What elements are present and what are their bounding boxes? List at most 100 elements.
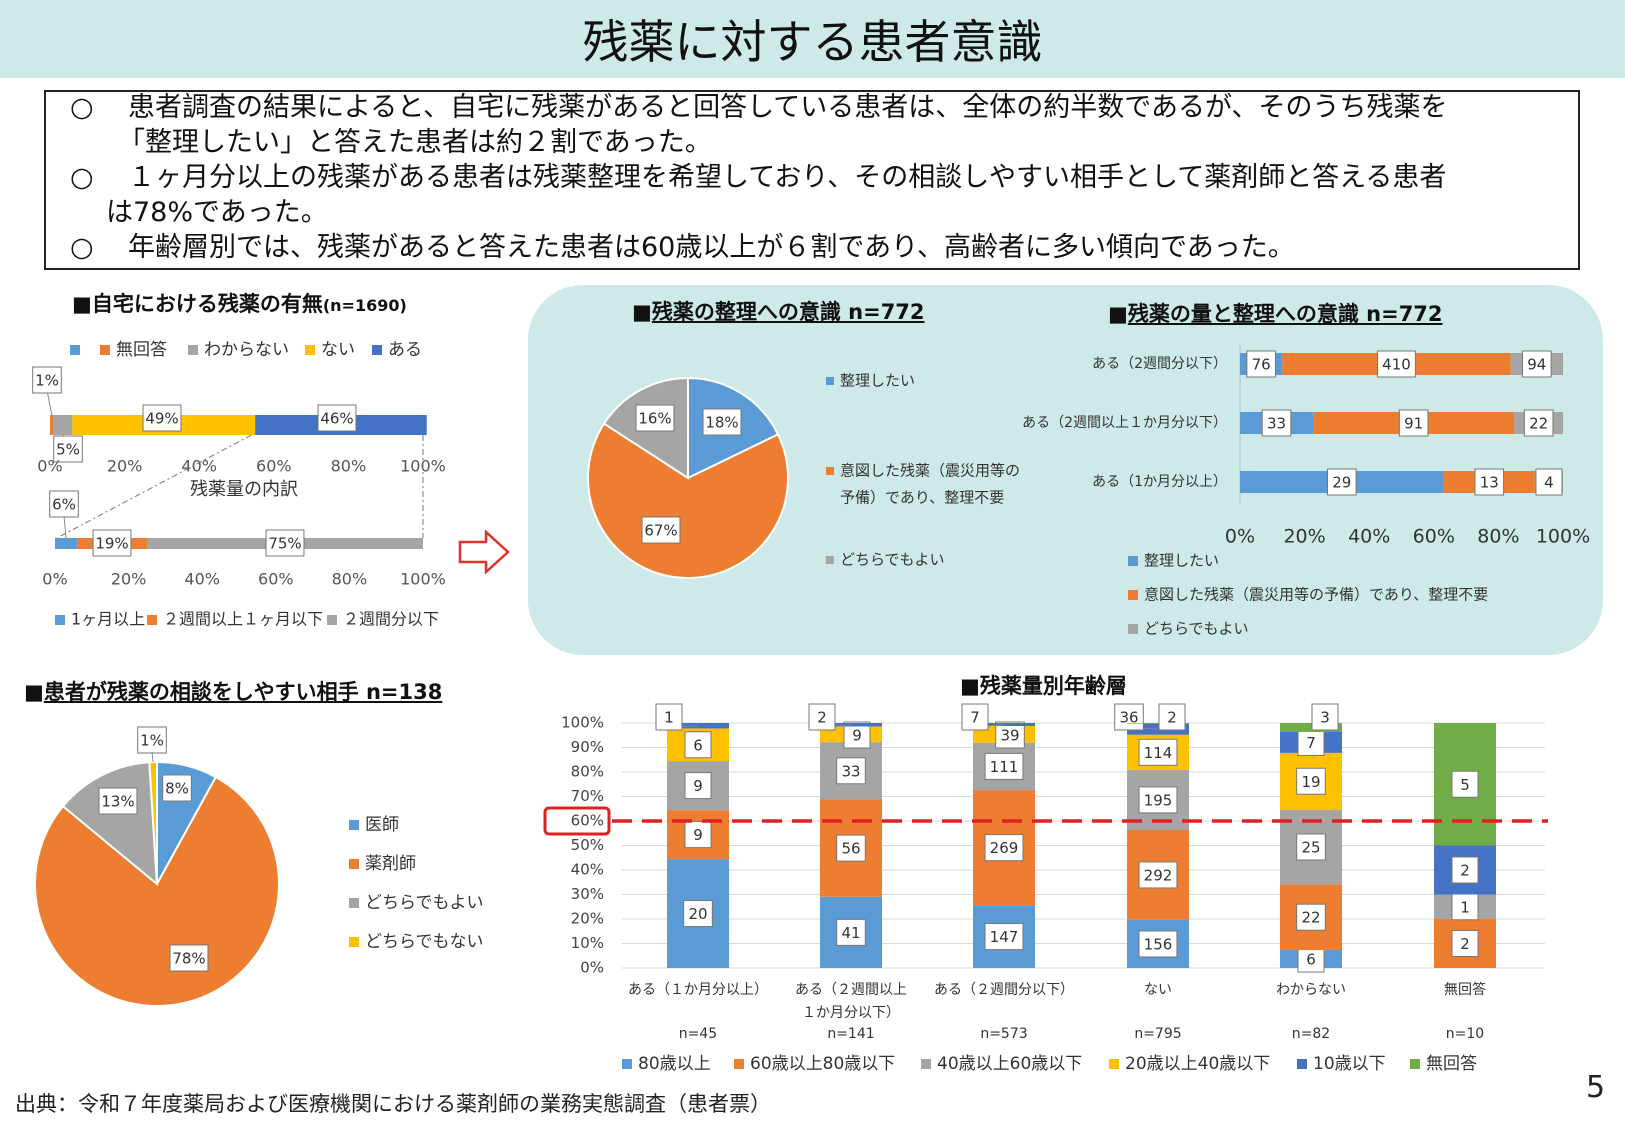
- age-category-1: １か月分以下）: [802, 1005, 900, 1021]
- amount-label-1-0-box: [1261, 409, 1292, 437]
- age-legend-1-swatch: [734, 1059, 744, 1069]
- amount-tick-4: 80%: [1477, 526, 1519, 548]
- organize-legend-swatch-1: [826, 467, 834, 475]
- amount-legend-2-swatch: [1128, 624, 1138, 634]
- age-legend-2: 40歳以上60歳以下: [937, 1054, 1082, 1074]
- age-label-0-0: 20: [688, 905, 707, 923]
- breakdown-label-0-box: [49, 490, 79, 518]
- age-category-2: ある（２週間分以下）: [934, 982, 1074, 998]
- consult-legend-1-swatch: [349, 859, 359, 869]
- age-label-0-1: 9: [693, 826, 703, 844]
- breakdown-bar-0: [55, 538, 78, 549]
- consult-legend-1: 薬剤師: [365, 854, 416, 874]
- age-label-5-1: 2: [1460, 935, 1470, 953]
- consult-label-3: 1%: [140, 732, 164, 750]
- breakdown-legend-2-swatch: [327, 615, 337, 625]
- age-label-3-0-box: [1138, 930, 1178, 958]
- organize-legend-swatch-0: [826, 377, 834, 385]
- organize-label-2: 16%: [638, 410, 671, 428]
- amount-label-1-1-box: [1398, 409, 1429, 437]
- age-tick-7: 70%: [571, 787, 604, 805]
- age-n-4: n=82: [1292, 1026, 1330, 1042]
- bullet-marker: ○: [70, 232, 94, 263]
- age-tick-10: 100%: [561, 714, 604, 732]
- summary-box: [44, 90, 1580, 270]
- leader-line: [46, 389, 53, 416]
- amount-label-2-0-box: [1327, 468, 1357, 496]
- consult-title-text: 患者が残薬の相談をしやすい相手 n=138: [43, 680, 443, 704]
- age-label-2-1: 269: [990, 839, 1019, 857]
- consult-label-3-box: [137, 726, 167, 754]
- summary-text: は78%であった。: [106, 197, 328, 228]
- bullet-marker: ○: [70, 92, 94, 123]
- summary-text: 年齢層別では、残薬があると答えた患者は60歳以上が６割であり、高齢者に多い傾向で…: [128, 232, 1295, 263]
- age-label-1-0-box: [836, 918, 866, 946]
- age-n-1: n=141: [827, 1026, 874, 1042]
- age-label-2-2: 111: [990, 758, 1019, 776]
- age-tick-5: 50%: [571, 836, 604, 854]
- age-label-2-4-box: [961, 703, 989, 731]
- age-label-0-3-box: [684, 731, 712, 759]
- organize-title-text: 残薬の整理への意識 n=772: [651, 300, 925, 324]
- home-label-2-box: [53, 435, 83, 463]
- consult-label-2-box: [98, 787, 138, 815]
- age-legend-3-swatch: [1109, 1059, 1119, 1069]
- title-mark: ■: [24, 680, 44, 704]
- age-label-0-4-box: [655, 703, 683, 731]
- summary-bullet-3: ○ 年齢層別では、残薬があると答えた患者は60歳以上が６割であり、高齢者に多い傾向…: [70, 230, 1570, 265]
- consult-label-1-box: [169, 944, 209, 972]
- age-label-2-0-box: [984, 923, 1024, 951]
- bullet-marker: ○: [70, 162, 94, 193]
- amount-category-2: ある（1か月分以上）: [1092, 474, 1227, 490]
- age-legend-4: 10歳以下: [1313, 1054, 1386, 1074]
- summary-bullet-2: ○ １ヶ月分以上の残薬がある患者は残薬整理を希望しており、その相談しやすい相手とし…: [70, 160, 1570, 195]
- age-label-2-3: 39: [1000, 727, 1019, 745]
- consult-slice-3: [148, 760, 158, 885]
- age-label-3-4-box: [1114, 703, 1144, 731]
- home-label-3: 49%: [145, 410, 178, 428]
- age-label-4-4: 7: [1306, 734, 1316, 752]
- home-label-1: 1%: [35, 372, 59, 390]
- page-title: 残薬に対する患者意識: [582, 15, 1043, 69]
- age-n-0: n=45: [679, 1026, 717, 1042]
- age-label-0-4: 1: [664, 709, 674, 727]
- organize-label-1: 67%: [644, 522, 677, 540]
- age-legend-2-swatch: [921, 1059, 931, 1069]
- summary-bullet-1: ○ 患者調査の結果によると、自宅に残薬があると回答している患者は、全体の約半数であ…: [70, 90, 1570, 125]
- age-label-1-2: 33: [841, 762, 860, 780]
- age-n-2: n=573: [980, 1026, 1027, 1042]
- age-legend-1: 60歳以上80歳以下: [750, 1054, 895, 1074]
- title-bar: 残薬に対する患者意識: [0, 0, 1625, 78]
- organize-legend-swatch-2: [826, 556, 834, 564]
- age-chart-title: ■残薬量別年齢層: [960, 674, 1127, 698]
- amount-chart-title: ■残薬の量と整理への意識 n=772: [1108, 298, 1443, 328]
- age-legend-3: 20歳以上40歳以下: [1125, 1054, 1270, 1074]
- home-legend-4: ある: [388, 340, 422, 360]
- home-title-n: (n=1690): [322, 296, 407, 315]
- home-label-1-box: [32, 366, 62, 394]
- title-mark: ■: [1108, 302, 1128, 326]
- amount-tick-1: 20%: [1283, 526, 1325, 548]
- amount-label-0-1-box: [1377, 350, 1416, 378]
- amount-label-2-2-box: [1535, 468, 1563, 496]
- age-label-3-1: 292: [1144, 866, 1173, 884]
- age-bar-1-4: [820, 723, 882, 727]
- home-tick-4: 80%: [331, 457, 367, 476]
- age-label-4-0-box: [1297, 945, 1325, 973]
- age-label-1-1: 56: [841, 840, 860, 858]
- home-tick-2: 40%: [181, 457, 217, 476]
- breakdown-legend-0-swatch: [55, 615, 65, 625]
- age-category-3: ない: [1144, 982, 1172, 998]
- age-tick-4: 40%: [571, 861, 604, 879]
- breakdown-label-2: 75%: [268, 535, 301, 553]
- home-title-text: ■自宅における残薬の有無: [72, 292, 323, 316]
- amount-label-0-2-box: [1522, 350, 1552, 378]
- age-label-0-2-box: [684, 772, 712, 800]
- consult-legend-2: どちらでもよい: [365, 893, 484, 913]
- age-label-2-0: 147: [990, 928, 1019, 946]
- organize-label-0-box: [702, 408, 742, 436]
- amount-tick-2: 40%: [1348, 526, 1390, 548]
- age-category-0: ある（１か月分以上）: [628, 982, 768, 998]
- breakdown-tick-5: 100%: [400, 570, 446, 589]
